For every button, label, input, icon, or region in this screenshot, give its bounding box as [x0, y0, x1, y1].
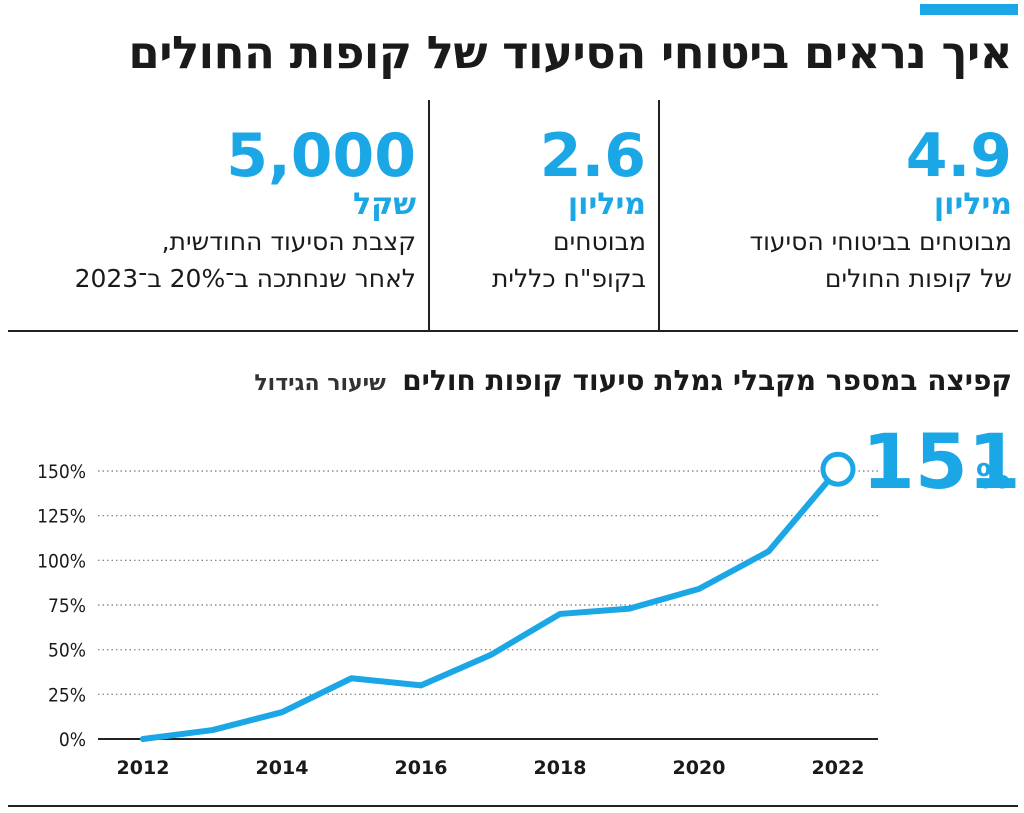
- stat-description: מבוטחים: [553, 227, 646, 256]
- stat-description: בקופ"ח כללית: [491, 264, 646, 293]
- column-divider: [658, 100, 660, 332]
- stat-description: קצבת הסיעוד החודשית,: [161, 227, 416, 256]
- stat-description: מבוטחים בביטוחי הסיעוד: [749, 227, 1012, 256]
- end-point-marker: [820, 451, 856, 487]
- x-tick-label: 2018: [534, 757, 587, 779]
- chart-title-text: קפיצה במספר מקבלי גמלת סיעוד קופות חולים: [402, 364, 1012, 397]
- annotation-unit: %: [976, 457, 1010, 497]
- x-tick-label: 2012: [117, 757, 170, 779]
- stat-description: של קופות החולים: [824, 264, 1012, 293]
- series: [140, 466, 841, 742]
- accent-bar: [920, 4, 1018, 15]
- y-tick-label: 150%: [37, 461, 86, 483]
- y-tick-label: 75%: [48, 595, 86, 617]
- x-tick-label: 2022: [812, 757, 865, 779]
- y-tick-label: 50%: [48, 640, 86, 662]
- y-tick-label: 25%: [48, 684, 86, 706]
- y-tick-label: 100%: [37, 550, 86, 572]
- stat-block-insured: 4.9 מיליון מבוטחים בביטוחי הסיעוד של קופ…: [749, 124, 1012, 296]
- line-chart: 0% 25% 50% 75% 100% 125% 150% 2012 2014 2016 2018…: [37, 417, 1021, 779]
- y-tick-label: 125%: [37, 506, 86, 528]
- stat-description: לאחר שנחתכה ב־20% ב־2023: [74, 264, 416, 293]
- chart-subtitle: שיעור הגידול: [254, 371, 386, 396]
- y-axis-ticks: 0% 25% 50% 75% 100% 125% 150%: [37, 461, 86, 751]
- chart-title: קפיצה במספר מקבלי גמלת סיעוד קופות חולים…: [254, 364, 1012, 397]
- annotation-value: 151: [862, 417, 1021, 506]
- series-line: [140, 466, 841, 742]
- x-tick-label: 2014: [256, 757, 309, 779]
- page-title: איך נראים ביטוחי הסיעוד של קופות החולים: [128, 26, 1012, 79]
- stat-unit: מיליון: [933, 187, 1012, 222]
- stat-value: 4.9: [905, 121, 1012, 191]
- stat-unit: מיליון: [567, 187, 646, 222]
- stat-value: 5,000: [226, 121, 416, 191]
- x-axis-ticks: 2012 2014 2016 2018 2020 2022: [117, 757, 865, 779]
- annotation: 151%: [820, 417, 1021, 506]
- grid-lines: [98, 470, 878, 740]
- section-divider: [8, 330, 1018, 332]
- stat-value: 2.6: [539, 121, 646, 191]
- stat-unit: שקל: [353, 187, 416, 222]
- x-tick-label: 2020: [673, 757, 726, 779]
- stat-block-clalit: 2.6 מיליון מבוטחים בקופ"ח כללית: [492, 124, 646, 296]
- column-divider: [428, 100, 430, 332]
- stat-block-allowance: 5,000 שקל קצבת הסיעוד החודשית, לאחר שנחת…: [75, 124, 416, 296]
- section-divider: [8, 805, 1018, 807]
- y-tick-label: 0%: [59, 729, 86, 751]
- x-tick-label: 2016: [395, 757, 448, 779]
